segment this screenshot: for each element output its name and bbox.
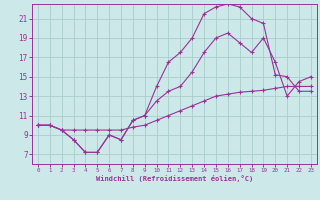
- X-axis label: Windchill (Refroidissement éolien,°C): Windchill (Refroidissement éolien,°C): [96, 175, 253, 182]
